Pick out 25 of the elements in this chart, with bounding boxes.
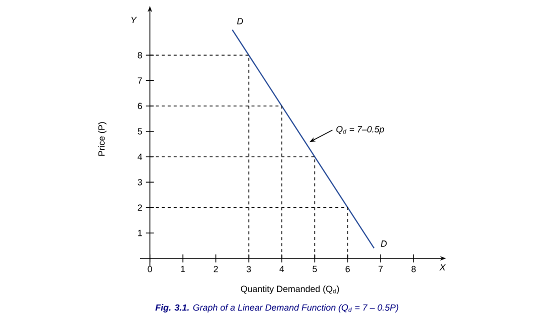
annotation: X xyxy=(439,264,446,270)
y-tick-label: 4 xyxy=(138,154,142,160)
x-tick-label: 1 xyxy=(181,266,185,272)
y-tick-label: 5 xyxy=(138,128,142,135)
x-tick-label: 2 xyxy=(214,266,218,272)
annotation: D xyxy=(237,18,244,24)
y-tick-label: 2 xyxy=(138,204,142,211)
x-axis-title: Quantity Demanded (Q$_{d}$) xyxy=(240,285,339,294)
y-tick-label: 6 xyxy=(138,102,142,110)
y-tick-label: 8 xyxy=(138,52,142,58)
x-tick-label: 8 xyxy=(412,266,416,272)
x-tick-label: 3 xyxy=(246,266,251,272)
annotation: Q$_{d}$ = 7–0.5p xyxy=(336,126,384,134)
x-tick-label: 5 xyxy=(312,266,317,272)
y-axis-title: Price (P) xyxy=(98,122,106,156)
annotation: D xyxy=(380,240,387,247)
x-tick-label: 4 xyxy=(279,266,284,272)
x-tick-label: 7 xyxy=(378,266,383,272)
y-tick-label: 3 xyxy=(138,179,142,186)
x-tick-label: 6 xyxy=(346,266,350,272)
text: Y xyxy=(131,16,137,24)
x-tick-label: 0 xyxy=(148,266,152,272)
y-tick-label: 7 xyxy=(138,77,142,84)
y-tick-label: 1 xyxy=(138,230,142,236)
text: Fig. 3.1. Graph of a Linear Demand Function (Q$_{d}$ = 7 – 0.5P) xyxy=(155,304,398,312)
